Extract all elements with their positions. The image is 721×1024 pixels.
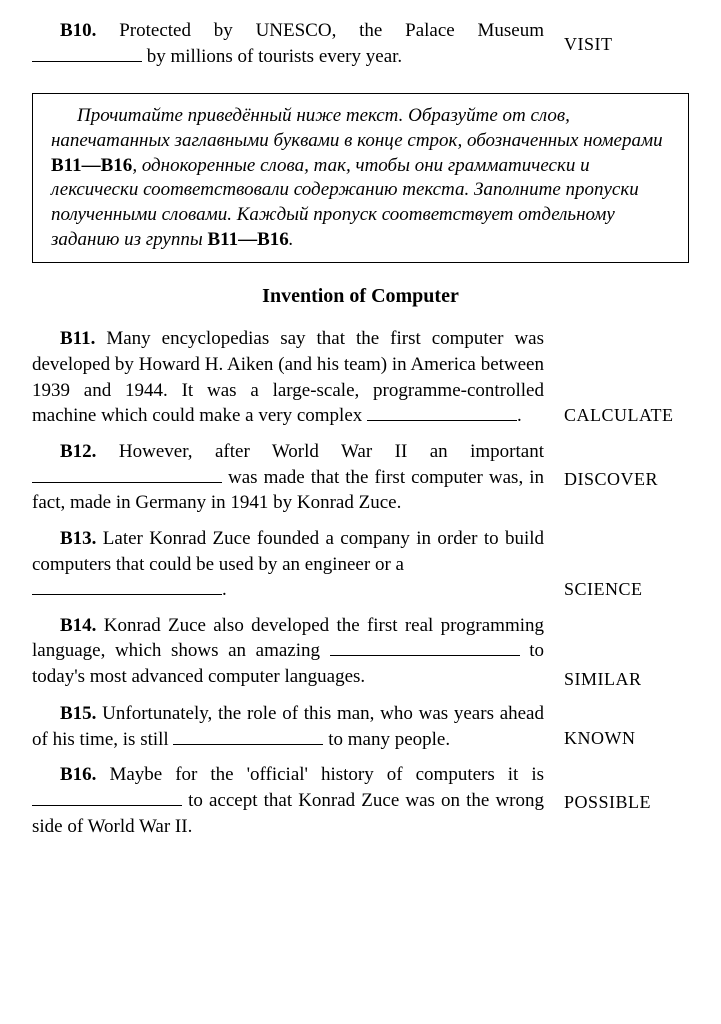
instructions-box: Прочитайте приведённый ниже текст. Образ…: [32, 93, 689, 263]
blank-b11[interactable]: [367, 403, 517, 421]
blank-b12[interactable]: [32, 465, 222, 483]
blank-b10[interactable]: [32, 44, 142, 62]
question-b13: B13. Later Konrad Zuce founded a company…: [32, 526, 689, 603]
question-b13-text: B13. Later Konrad Zuce founded a company…: [32, 526, 544, 603]
question-b10: B10. Protected by UNESCO, the Palace Mus…: [32, 18, 689, 69]
question-b11: B11. Many encyclopedias say that the fir…: [32, 326, 689, 429]
question-b14-label: B14.: [32, 615, 96, 636]
question-b11-text: B11. Many encyclopedias say that the fir…: [32, 326, 544, 429]
question-b10-label: B10.: [32, 20, 96, 41]
hint-b11: CALCULATE: [564, 401, 689, 429]
question-b11-label: B11.: [32, 328, 95, 349]
blank-b16[interactable]: [32, 788, 182, 806]
hint-b12: DISCOVER: [564, 439, 689, 491]
blank-b14[interactable]: [330, 638, 520, 656]
question-b14-text: B14. Konrad Zuce also developed the firs…: [32, 613, 544, 690]
instructions-range2: B11—B16: [207, 229, 288, 250]
question-b16: B16. Maybe for the 'official' history of…: [32, 762, 689, 839]
question-b15: B15. Unfortunately, the role of this man…: [32, 701, 689, 752]
question-b11-after: .: [517, 405, 522, 426]
question-b10-text: B10. Protected by UNESCO, the Palace Mus…: [32, 18, 544, 69]
hint-b13: SCIENCE: [564, 575, 689, 603]
instructions-part1: Прочитайте приведённый ниже текст. Образ…: [51, 105, 663, 151]
question-b16-text: B16. Maybe for the 'official' history of…: [32, 762, 544, 839]
question-b14: B14. Konrad Zuce also developed the firs…: [32, 613, 689, 691]
question-b12-text: B12. However, after World War II an impo…: [32, 439, 544, 516]
question-b15-text: B15. Unfortunately, the role of this man…: [32, 701, 544, 752]
hint-b16: POSSIBLE: [564, 762, 689, 814]
blank-b15[interactable]: [173, 727, 323, 745]
question-b15-after: to many people.: [323, 729, 450, 750]
hint-b15: KNOWN: [564, 724, 689, 752]
instructions-part3: .: [289, 229, 294, 250]
question-b12-label: B12.: [32, 441, 96, 462]
hint-b14: SIMILAR: [564, 613, 689, 691]
question-b13-before: Later Konrad Zuce founded a company in o…: [32, 528, 544, 575]
blank-b13[interactable]: [32, 577, 222, 595]
instructions-range1: B11—B16: [51, 155, 132, 176]
question-b10-after: by millions of tourists every year.: [142, 46, 402, 67]
question-b16-label: B16.: [32, 764, 96, 785]
question-b12-before: However, after World War II an important: [119, 441, 544, 462]
hint-b10: VISIT: [564, 30, 689, 56]
question-b16-before: Maybe for the 'official' history of comp…: [109, 764, 544, 785]
instructions-indent: [51, 105, 77, 126]
question-b10-before: Protected by UNESCO, the Palace Museum: [119, 20, 544, 41]
question-b13-after: .: [222, 579, 227, 600]
instructions-part2: , однокоренные слова, так, чтобы они гра…: [51, 155, 639, 250]
section-title: Invention of Computer: [32, 283, 689, 310]
question-b12: B12. However, after World War II an impo…: [32, 439, 689, 516]
question-b13-label: B13.: [32, 528, 96, 549]
question-b15-label: B15.: [32, 703, 96, 724]
